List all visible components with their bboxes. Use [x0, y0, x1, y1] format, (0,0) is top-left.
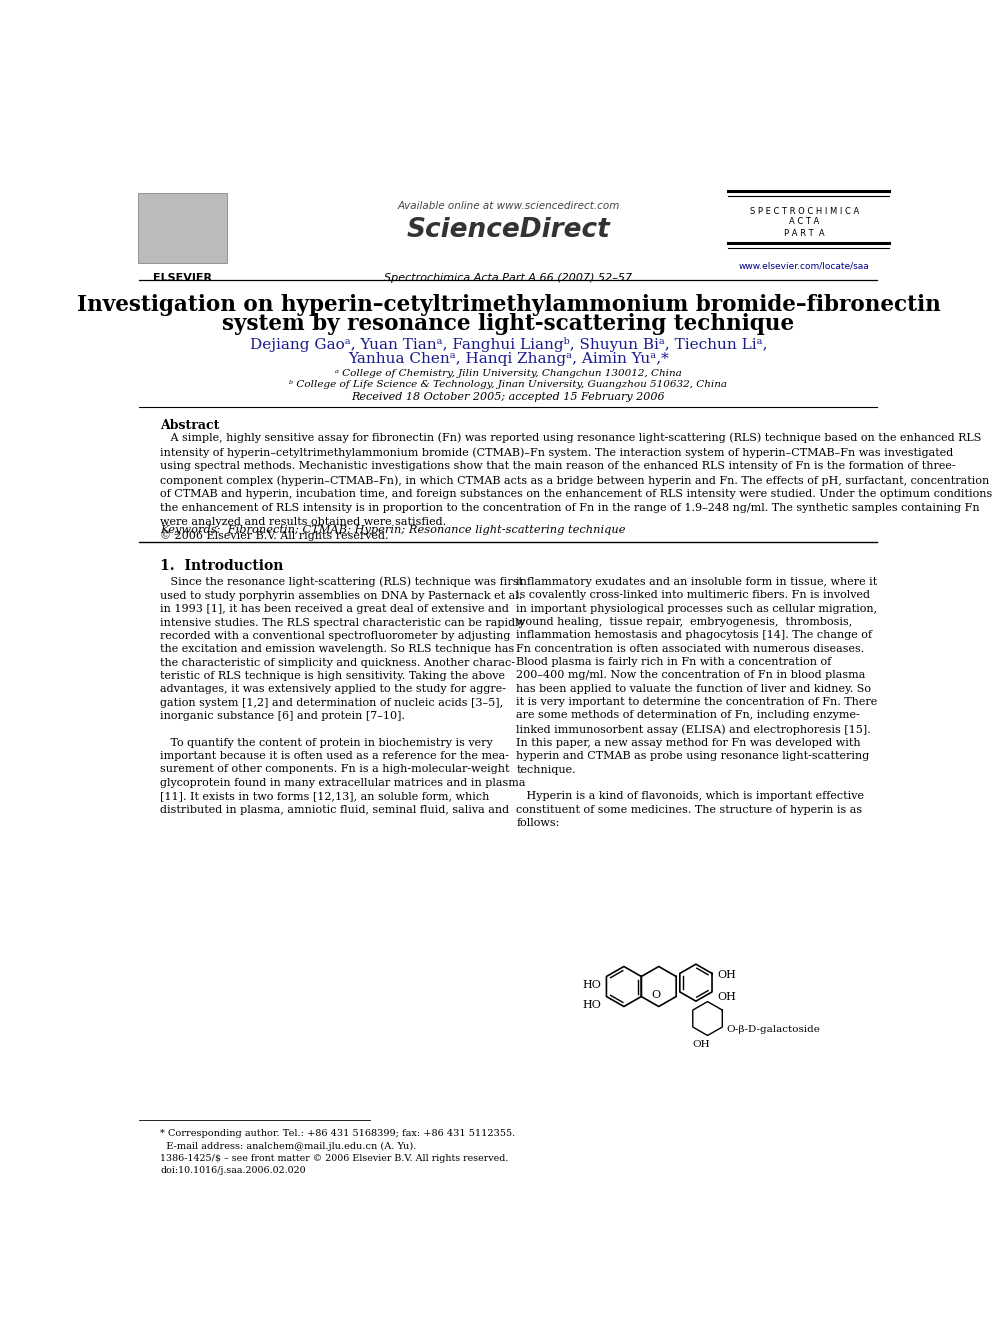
Text: ᵃ College of Chemistry, Jilin University, Changchun 130012, China: ᵃ College of Chemistry, Jilin University…	[335, 369, 682, 378]
Text: Abstract: Abstract	[161, 419, 220, 433]
Text: O: O	[651, 990, 661, 1000]
Text: ᵇ College of Life Science & Technology, Jinan University, Guangzhou 510632, Chin: ᵇ College of Life Science & Technology, …	[290, 380, 727, 389]
Text: Dejiang Gaoᵃ, Yuan Tianᵃ, Fanghui Liangᵇ, Shuyun Biᵃ, Tiechun Liᵃ,: Dejiang Gaoᵃ, Yuan Tianᵃ, Fanghui Liangᵇ…	[250, 337, 767, 352]
Text: OH: OH	[717, 970, 736, 980]
Text: Yanhua Chenᵃ, Hanqi Zhangᵃ, Aimin Yuᵃ,*: Yanhua Chenᵃ, Hanqi Zhangᵃ, Aimin Yuᵃ,*	[348, 352, 669, 366]
Text: OH: OH	[717, 992, 736, 1002]
Text: Available online at www.sciencedirect.com: Available online at www.sciencedirect.co…	[397, 201, 620, 212]
Text: P A R T  A: P A R T A	[784, 229, 824, 238]
Text: Investigation on hyperin–cetyltrimethylammonium bromide–fibronectin: Investigation on hyperin–cetyltrimethyla…	[76, 294, 940, 315]
Text: www.elsevier.com/locate/saa: www.elsevier.com/locate/saa	[739, 261, 870, 270]
Text: HO: HO	[582, 1000, 601, 1011]
Text: OH: OH	[692, 1040, 710, 1049]
Text: ELSEVIER: ELSEVIER	[153, 273, 211, 283]
Text: Keywords:  Fibronectin; CTMAB; Hyperin; Resonance light-scattering technique: Keywords: Fibronectin; CTMAB; Hyperin; R…	[161, 525, 626, 536]
Text: Spectrochimica Acta Part A 66 (2007) 52–57: Spectrochimica Acta Part A 66 (2007) 52–…	[384, 273, 633, 283]
Text: O-β-D-galactoside: O-β-D-galactoside	[726, 1025, 820, 1033]
Text: inflammatory exudates and an insoluble form in tissue, where it
is covalently cr: inflammatory exudates and an insoluble f…	[516, 577, 877, 828]
Text: system by resonance light-scattering technique: system by resonance light-scattering tec…	[222, 312, 795, 335]
Text: Received 18 October 2005; accepted 15 February 2006: Received 18 October 2005; accepted 15 Fe…	[351, 392, 666, 402]
Text: S P E C T R O C H I M I C A: S P E C T R O C H I M I C A	[750, 206, 859, 216]
Text: A C T A: A C T A	[790, 217, 819, 226]
Bar	[138, 193, 227, 263]
Text: HO: HO	[582, 980, 601, 991]
Text: Since the resonance light-scattering (RLS) technique was first
used to study por: Since the resonance light-scattering (RL…	[161, 577, 526, 815]
Text: * Corresponding author. Tel.: +86 431 5168399; fax: +86 431 5112355.
  E-mail ad: * Corresponding author. Tel.: +86 431 51…	[161, 1129, 516, 1151]
Text: 1.  Introduction: 1. Introduction	[161, 560, 284, 573]
Text: ScienceDirect: ScienceDirect	[407, 217, 610, 242]
Text: A simple, highly sensitive assay for fibronectin (Fn) was reported using resonan: A simple, highly sensitive assay for fib…	[161, 433, 992, 541]
Text: 1386-1425/$ – see front matter © 2006 Elsevier B.V. All rights reserved.
doi:10.: 1386-1425/$ – see front matter © 2006 El…	[161, 1154, 509, 1175]
